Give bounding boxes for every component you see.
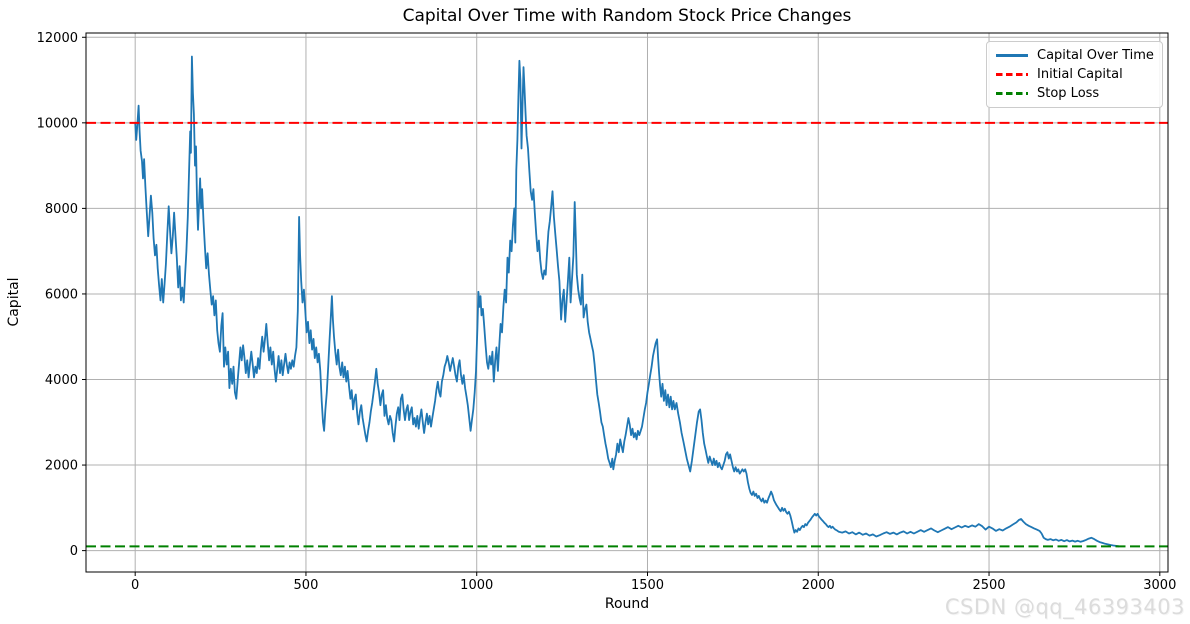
legend-item-initial-capital: Initial Capital xyxy=(987,65,1162,84)
x-tick-label: 2000 xyxy=(802,578,835,593)
x-tick-label: 2500 xyxy=(972,578,1005,593)
legend-item-capital: Capital Over Time xyxy=(987,46,1162,65)
y-tick-label: 10000 xyxy=(37,116,78,131)
legend-label-stop-loss: Stop Loss xyxy=(1037,86,1100,101)
y-axis-label: Capital xyxy=(6,277,22,327)
legend-item-stop-loss: Stop Loss xyxy=(987,84,1162,103)
y-tick-label: 4000 xyxy=(45,373,78,388)
x-tick-label: 1500 xyxy=(631,578,664,593)
watermark: CSDN @qq_46393403 xyxy=(944,595,1185,619)
x-tick-label: 1000 xyxy=(460,578,493,593)
y-tick-label: 2000 xyxy=(45,459,78,474)
legend: Capital Over Time Initial Capital Stop L… xyxy=(986,41,1163,108)
y-tick-label: 6000 xyxy=(45,287,78,302)
y-tick-label: 8000 xyxy=(45,202,78,217)
capital-over-time-line xyxy=(134,55,1120,548)
initial-capital-swatch-icon xyxy=(996,73,1028,76)
legend-label-initial-capital: Initial Capital xyxy=(1037,67,1123,82)
stop-loss-swatch-icon xyxy=(996,92,1028,95)
x-tick-label: 0 xyxy=(131,578,139,593)
axes-frame xyxy=(85,32,1169,573)
capital-line-swatch-icon xyxy=(996,54,1028,57)
legend-label-capital: Capital Over Time xyxy=(1037,48,1154,63)
x-tick-label: 3000 xyxy=(1143,578,1176,593)
y-tick-label: 0 xyxy=(70,544,78,559)
x-axis-label: Round xyxy=(604,596,650,612)
y-tick-label: 12000 xyxy=(37,31,78,46)
chart-title: Capital Over Time with Random Stock Pric… xyxy=(402,6,852,26)
x-tick-label: 500 xyxy=(294,578,319,593)
